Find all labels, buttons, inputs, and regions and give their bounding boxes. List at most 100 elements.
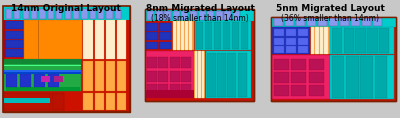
Bar: [311, 27, 314, 54]
Bar: [160, 23, 172, 31]
Bar: [309, 72, 324, 83]
Bar: [196, 22, 203, 49]
Bar: [81, 9, 88, 19]
Bar: [83, 61, 93, 91]
Bar: [198, 11, 206, 20]
Bar: [360, 56, 373, 98]
Bar: [271, 17, 396, 27]
Bar: [195, 51, 197, 98]
Bar: [375, 56, 387, 98]
Bar: [216, 11, 223, 20]
Bar: [158, 84, 168, 95]
Bar: [158, 57, 168, 68]
Bar: [5, 49, 23, 57]
Bar: [181, 84, 191, 95]
Bar: [173, 21, 176, 50]
Bar: [172, 21, 194, 50]
Bar: [330, 27, 394, 54]
Bar: [318, 18, 327, 26]
Bar: [372, 18, 382, 26]
Bar: [115, 9, 121, 19]
Bar: [340, 18, 348, 26]
Bar: [94, 20, 104, 59]
Bar: [117, 93, 126, 110]
Bar: [240, 22, 248, 49]
Bar: [362, 18, 370, 26]
Bar: [106, 20, 115, 59]
Bar: [205, 22, 212, 49]
Bar: [274, 59, 289, 70]
Bar: [48, 9, 54, 19]
Bar: [83, 20, 93, 59]
Bar: [5, 21, 23, 29]
Bar: [224, 11, 232, 20]
Bar: [173, 11, 180, 20]
Bar: [202, 51, 204, 98]
Bar: [145, 9, 254, 21]
Bar: [223, 22, 230, 49]
Bar: [146, 90, 194, 98]
Bar: [3, 6, 130, 112]
Bar: [190, 11, 197, 20]
Bar: [147, 11, 154, 20]
Bar: [117, 61, 126, 91]
Bar: [274, 38, 284, 45]
Bar: [296, 18, 305, 26]
Bar: [48, 74, 59, 87]
Bar: [147, 71, 157, 82]
Bar: [94, 93, 104, 110]
Bar: [73, 9, 79, 19]
Bar: [291, 72, 306, 83]
Bar: [291, 85, 306, 96]
Bar: [64, 9, 71, 19]
Bar: [147, 84, 157, 95]
Bar: [286, 46, 296, 53]
Bar: [329, 18, 338, 26]
Bar: [146, 51, 194, 98]
Bar: [106, 9, 113, 19]
Bar: [160, 32, 172, 40]
Bar: [34, 74, 45, 87]
Bar: [185, 21, 188, 50]
Bar: [298, 29, 308, 36]
Bar: [146, 32, 158, 40]
Bar: [324, 27, 328, 54]
Bar: [272, 55, 330, 99]
Bar: [332, 28, 342, 53]
Bar: [207, 53, 216, 97]
Bar: [83, 93, 93, 110]
Bar: [6, 87, 80, 91]
Bar: [233, 11, 240, 20]
Bar: [6, 9, 12, 19]
Bar: [350, 18, 360, 26]
Bar: [356, 28, 366, 53]
Bar: [309, 59, 324, 70]
Bar: [4, 98, 50, 103]
Text: (36% smaller than 14nm): (36% smaller than 14nm): [281, 14, 379, 23]
Text: (18% smaller than 14nm): (18% smaller than 14nm): [151, 14, 249, 23]
Bar: [177, 21, 180, 50]
Bar: [3, 20, 5, 59]
Bar: [190, 21, 192, 50]
Bar: [309, 85, 324, 96]
Bar: [344, 28, 354, 53]
Bar: [164, 11, 171, 20]
Bar: [238, 53, 246, 97]
Bar: [181, 57, 191, 68]
Bar: [181, 21, 184, 50]
Bar: [198, 51, 201, 98]
Bar: [98, 9, 104, 19]
Bar: [320, 27, 323, 54]
Text: 8nm Migrated Layout: 8nm Migrated Layout: [146, 4, 254, 13]
Bar: [207, 11, 214, 20]
Bar: [346, 56, 358, 98]
Bar: [22, 9, 29, 19]
Bar: [158, 71, 168, 82]
Bar: [195, 21, 252, 50]
Bar: [117, 20, 126, 59]
Bar: [94, 61, 104, 91]
Bar: [367, 28, 378, 53]
Bar: [41, 76, 50, 82]
Bar: [291, 59, 306, 70]
Bar: [146, 42, 158, 49]
